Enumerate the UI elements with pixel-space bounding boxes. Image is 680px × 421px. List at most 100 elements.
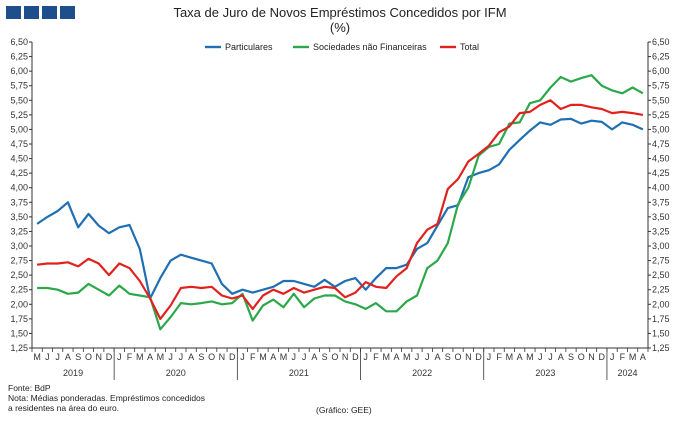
x-month-label: A (393, 352, 399, 362)
y-tick-label-left: 6,00 (10, 66, 28, 76)
y-tick-label-right: 4,50 (652, 154, 670, 164)
x-month-label: N (219, 352, 226, 362)
x-month-label: M (280, 352, 288, 362)
x-month-label: M (382, 352, 390, 362)
x-month-label: A (188, 352, 194, 362)
y-tick-label-left: 1,75 (10, 314, 28, 324)
x-month-label: O (578, 352, 585, 362)
x-month-label: M (136, 352, 144, 362)
x-month-label: F (620, 352, 626, 362)
y-tick-label-right: 5,75 (652, 81, 670, 91)
method-note-1: Nota: Médias ponderadas. Empréstimos con… (8, 393, 206, 403)
y-tick-label-left: 5,50 (10, 95, 28, 105)
y-tick-label-right: 2,00 (652, 299, 670, 309)
y-tick-label-right: 4,75 (652, 139, 670, 149)
y-tick-label-right: 2,75 (652, 256, 670, 266)
x-month-label: O (208, 352, 215, 362)
x-month-label: M (33, 352, 41, 362)
x-month-label: J (538, 352, 543, 362)
series-line-2 (37, 74, 644, 331)
x-month-label: O (331, 352, 338, 362)
y-tick-label-left: 6,25 (10, 52, 28, 62)
x-month-label: J (363, 352, 368, 362)
y-tick-label-left: 1,25 (10, 343, 28, 353)
x-year-label: 2023 (535, 368, 555, 378)
x-month-label: O (455, 352, 462, 362)
y-tick-label-left: 3,00 (10, 241, 28, 251)
x-month-label: J (179, 352, 184, 362)
x-month-label: A (270, 352, 276, 362)
y-tick-label-right: 3,25 (652, 226, 670, 236)
x-month-label: M (259, 352, 267, 362)
x-month-label: A (435, 352, 441, 362)
x-month-label: S (568, 352, 574, 362)
x-month-label: J (487, 352, 492, 362)
y-tick-label-left: 6,50 (10, 37, 28, 47)
chart-title-block: Taxa de Juro de Novos Empréstimos Conced… (0, 5, 680, 35)
logo-square (60, 6, 75, 19)
x-month-label: S (445, 352, 451, 362)
x-month-label: F (496, 352, 502, 362)
y-tick-label-left: 1,50 (10, 328, 28, 338)
x-month-label: O (85, 352, 92, 362)
x-month-label: J (55, 352, 60, 362)
x-month-label: J (45, 352, 50, 362)
y-tick-label-right: 3,00 (652, 241, 670, 251)
y-tick-label-right: 5,25 (652, 110, 670, 120)
x-month-label: D (352, 352, 359, 362)
series-line-1 (36, 117, 644, 300)
x-month-label: F (373, 352, 379, 362)
chart-title: Taxa de Juro de Novos Empréstimos Conced… (173, 5, 507, 20)
y-tick-label-left: 4,50 (10, 154, 28, 164)
x-year-label: 2019 (63, 368, 83, 378)
x-year-label: 2020 (166, 368, 186, 378)
legend-label-1: Particulares (225, 42, 273, 52)
y-tick-label-left: 3,50 (10, 212, 28, 222)
x-month-label: J (117, 352, 122, 362)
y-tick-label-left: 2,00 (10, 299, 28, 309)
logo-square (42, 6, 57, 19)
x-month-label: M (506, 352, 514, 362)
x-month-label: M (526, 352, 534, 362)
x-month-label: D (106, 352, 113, 362)
x-month-label: D (599, 352, 606, 362)
y-tick-label-right: 1,50 (652, 328, 670, 338)
y-tick-label-left: 3,25 (10, 226, 28, 236)
x-month-label: A (558, 352, 564, 362)
y-tick-label-right: 5,00 (652, 124, 670, 134)
logo-square (24, 6, 39, 19)
y-tick-label-left: 4,25 (10, 168, 28, 178)
x-month-label: N (342, 352, 349, 362)
x-month-label: J (302, 352, 307, 362)
x-month-label: N (95, 352, 102, 362)
y-tick-label-right: 3,75 (652, 197, 670, 207)
y-tick-label-right: 3,50 (652, 212, 670, 222)
y-tick-label-right: 2,50 (652, 270, 670, 280)
legend-label-2: Sociedades não Financeiras (313, 42, 427, 52)
logo-square (6, 6, 21, 19)
y-tick-label-left: 2,50 (10, 270, 28, 280)
x-month-label: J (610, 352, 615, 362)
chart-subtitle: (%) (329, 20, 351, 35)
y-tick-label-left: 3,75 (10, 197, 28, 207)
x-month-label: N (588, 352, 595, 362)
x-month-label: J (240, 352, 245, 362)
y-tick-label-left: 2,25 (10, 285, 28, 295)
gee-logo (6, 6, 75, 19)
x-month-label: F (127, 352, 133, 362)
x-month-label: A (147, 352, 153, 362)
x-month-label: A (640, 352, 646, 362)
x-month-label: M (157, 352, 165, 362)
x-month-label: J (292, 352, 297, 362)
y-tick-label-left: 5,75 (10, 81, 28, 91)
x-month-label: M (403, 352, 411, 362)
x-year-label: 2021 (289, 368, 309, 378)
x-month-label: D (475, 352, 482, 362)
y-tick-label-right: 6,00 (652, 66, 670, 76)
y-tick-label-left: 4,00 (10, 183, 28, 193)
method-note-2: a residentes na área do euro. (8, 403, 120, 413)
x-month-label: N (465, 352, 472, 362)
source-note: Fonte: BdP (8, 383, 51, 393)
x-month-label: A (65, 352, 71, 362)
